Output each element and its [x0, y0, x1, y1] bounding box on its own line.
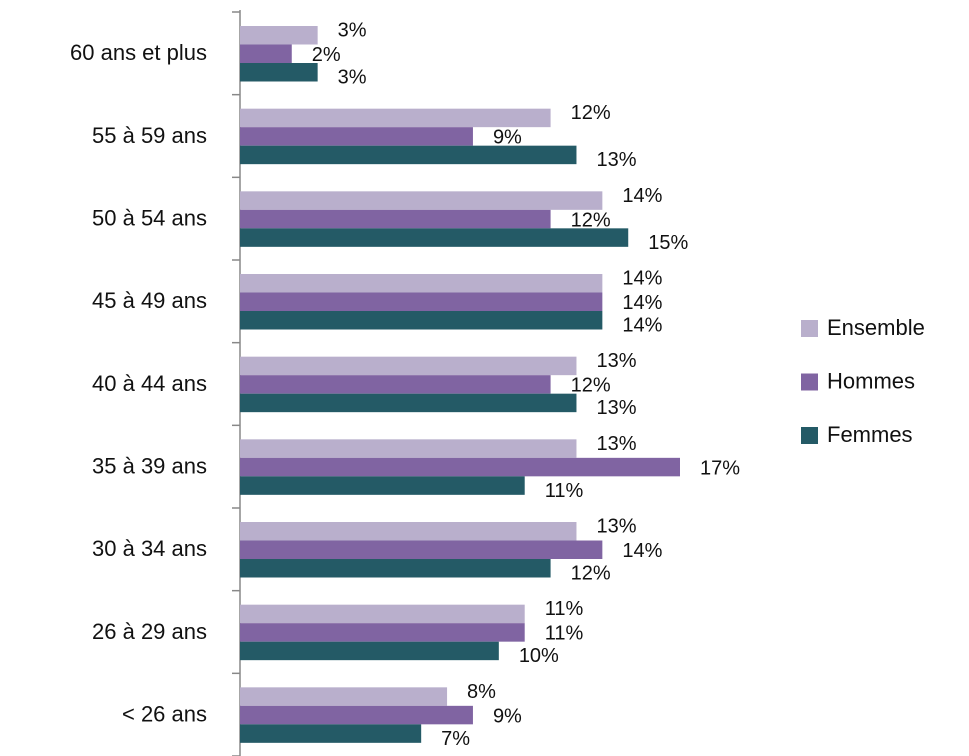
value-label: 3% [338, 67, 367, 89]
category-label: 50 à 54 ans [92, 205, 207, 230]
bar [240, 439, 577, 458]
category-label: 60 ans et plus [70, 40, 207, 65]
value-label: 13% [596, 516, 636, 538]
value-label: 15% [648, 232, 688, 254]
bar [240, 228, 629, 247]
value-label: 12% [571, 375, 611, 397]
value-label: 2% [312, 44, 341, 66]
bar [240, 476, 525, 495]
category-label: 45 à 49 ans [92, 288, 207, 313]
value-label: 17% [700, 457, 740, 479]
value-label: 14% [622, 540, 662, 562]
legend-swatch [801, 373, 818, 391]
bar [240, 522, 577, 541]
bar [240, 127, 473, 146]
bar [240, 209, 551, 229]
value-label: 12% [571, 563, 611, 585]
value-label: 8% [467, 681, 496, 703]
bar [240, 540, 603, 559]
category-label: 26 à 29 ans [92, 619, 207, 644]
bar [240, 311, 603, 330]
legend-label: Ensemble [827, 315, 925, 340]
bar [240, 108, 551, 128]
bar [240, 356, 577, 376]
bar [240, 274, 603, 293]
value-label: 11% [545, 623, 584, 645]
bar [240, 63, 318, 82]
bar [240, 559, 551, 578]
bar [240, 641, 499, 661]
value-label: 7% [441, 728, 470, 750]
value-label: 12% [571, 209, 611, 231]
category-label: 40 à 44 ans [92, 371, 207, 396]
bar [240, 26, 318, 45]
legend-swatch [801, 427, 818, 444]
category-label: 35 à 39 ans [92, 453, 207, 478]
bar [240, 623, 525, 642]
value-label: 14% [622, 268, 662, 290]
bar [240, 145, 577, 165]
category-label: 30 à 34 ans [92, 536, 207, 561]
value-label: 13% [596, 149, 636, 171]
bar [240, 292, 603, 311]
category-label: 55 à 59 ans [92, 123, 207, 148]
value-label: 11% [545, 598, 584, 620]
bar [240, 191, 603, 210]
value-label: 14% [622, 315, 662, 337]
value-label: 10% [519, 645, 559, 667]
value-label: 3% [338, 20, 367, 42]
value-label: 14% [622, 292, 662, 314]
value-label: 9% [493, 127, 522, 149]
value-label: 12% [571, 102, 611, 124]
bar [240, 375, 551, 394]
value-label: 13% [596, 433, 636, 455]
bar [240, 393, 577, 413]
value-label: 14% [622, 185, 662, 207]
value-label: 11% [545, 480, 584, 502]
bar [240, 457, 680, 477]
legend-label: Femmes [827, 422, 913, 447]
bar [240, 705, 473, 725]
bar [240, 687, 448, 706]
value-label: 13% [596, 397, 636, 419]
bar [240, 604, 525, 624]
legend-label: Hommes [827, 368, 915, 393]
category-label: < 26 ans [122, 701, 207, 726]
value-label: 9% [493, 705, 522, 727]
bar [240, 724, 422, 743]
bar [240, 44, 292, 63]
legend-swatch [801, 320, 818, 337]
value-label: 13% [596, 350, 636, 372]
